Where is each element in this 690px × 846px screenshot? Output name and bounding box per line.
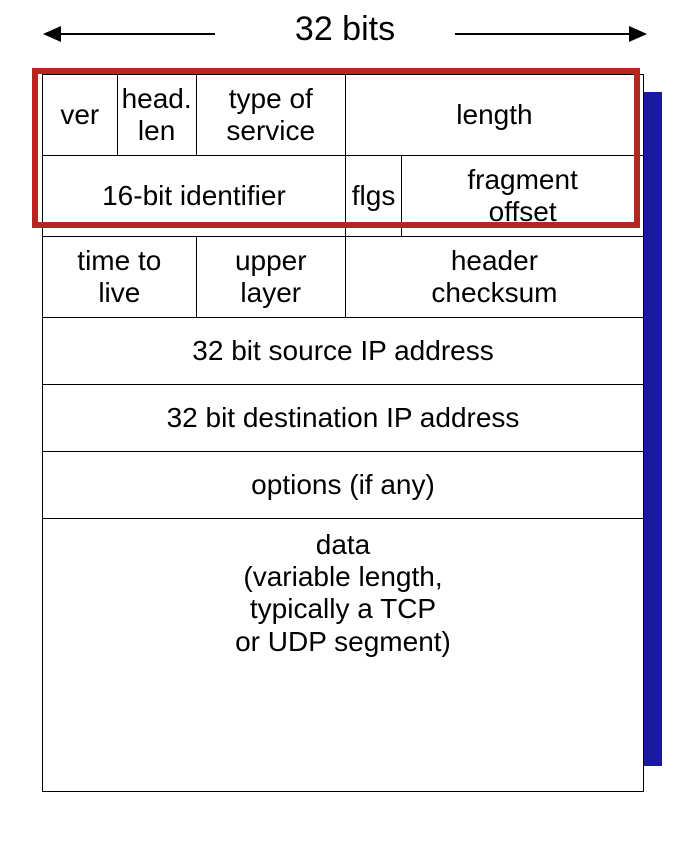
diagram-title: 32 bits <box>0 10 690 49</box>
table-row: 32 bit destination IP address <box>43 385 644 452</box>
header-field: upperlayer <box>196 237 345 318</box>
header-field: data(variable length,typically a TCPor U… <box>43 519 644 792</box>
table-row: verhead.lentype ofservicelength <box>43 75 644 156</box>
ip-header-table: verhead.lentype ofservicelength16-bit id… <box>42 74 644 792</box>
table-row: data(variable length,typically a TCPor U… <box>43 519 644 792</box>
header-field: type ofservice <box>196 75 345 156</box>
width-arrow-left <box>45 33 215 35</box>
header-field: flgs <box>345 156 401 237</box>
table-row: time toliveupperlayerheaderchecksum <box>43 237 644 318</box>
width-arrow-right <box>455 33 645 35</box>
header-field: 32 bit source IP address <box>43 318 644 385</box>
header-field: length <box>345 75 643 156</box>
table-row: 16-bit identifierflgsfragmentoffset <box>43 156 644 237</box>
header-field: headerchecksum <box>345 237 643 318</box>
header-field: fragmentoffset <box>402 156 644 237</box>
header-field: time tolive <box>43 237 197 318</box>
header-field: 32 bit destination IP address <box>43 385 644 452</box>
table-row: 32 bit source IP address <box>43 318 644 385</box>
header-field: 16-bit identifier <box>43 156 346 237</box>
header-field: options (if any) <box>43 452 644 519</box>
header-field: head.len <box>117 75 196 156</box>
header-field: ver <box>43 75 118 156</box>
table-row: options (if any) <box>43 452 644 519</box>
